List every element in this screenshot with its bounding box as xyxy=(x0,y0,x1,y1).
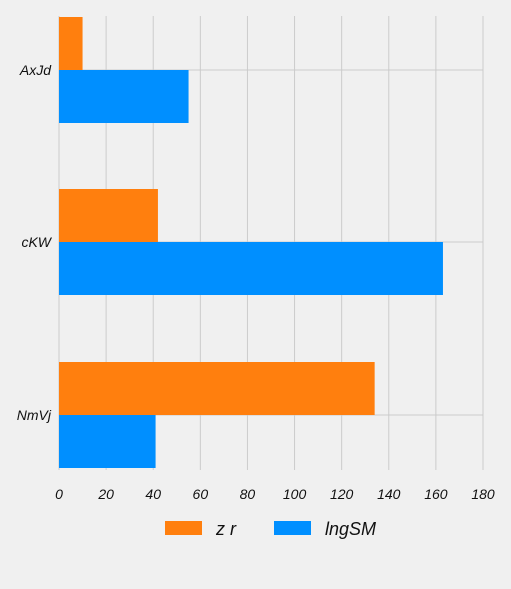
x-tick-label-5: 100 xyxy=(283,486,307,502)
legend-swatch-0 xyxy=(165,521,202,535)
y-axis-categories: AxJd cKW NmVj xyxy=(17,62,53,423)
x-tick-label-0: 0 xyxy=(55,486,63,502)
x-tick-label-8: 160 xyxy=(424,486,448,502)
legend-label-0: z r xyxy=(215,519,237,539)
legend: z r lngSM xyxy=(165,519,376,539)
category-label-2: NmVj xyxy=(17,407,52,423)
legend-swatch-1 xyxy=(274,521,311,535)
bar-NmVj-series-1 xyxy=(59,415,156,468)
x-tick-label-9: 180 xyxy=(471,486,495,502)
category-label-1: cKW xyxy=(21,234,52,250)
category-label-0: AxJd xyxy=(19,62,52,78)
legend-label-1: lngSM xyxy=(325,519,376,539)
x-tick-label-6: 120 xyxy=(330,486,354,502)
bars xyxy=(59,17,443,468)
x-tick-label-2: 40 xyxy=(145,486,161,502)
bar-NmVj-series-0 xyxy=(59,362,375,415)
x-tick-label-1: 20 xyxy=(97,486,114,502)
x-tick-label-4: 80 xyxy=(240,486,256,502)
x-tick-label-7: 140 xyxy=(377,486,401,502)
bar-AxJd-series-1 xyxy=(59,70,189,123)
bar-AxJd-series-0 xyxy=(59,17,83,70)
x-axis-ticks: 0 20 40 60 80 100 120 140 160 180 xyxy=(55,486,495,502)
bar-cKW-series-1 xyxy=(59,242,443,295)
x-tick-label-3: 60 xyxy=(193,486,209,502)
bar-cKW-series-0 xyxy=(59,189,158,242)
